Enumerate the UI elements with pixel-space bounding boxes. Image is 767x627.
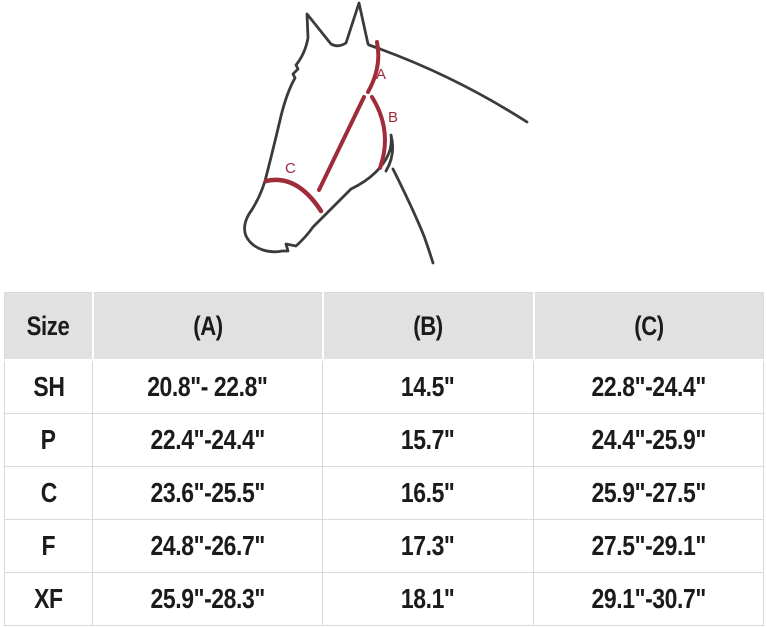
column-header-c: (C) — [533, 292, 764, 361]
measurement-cell-a: 24.8"-26.7" — [92, 519, 323, 573]
halter-strap-b — [370, 95, 387, 170]
size-chart-container: Size (A) (B) (C) SH 20.8"- 22.8" 14.5" 2… — [4, 292, 764, 626]
measurement-cell-a: 22.4"-24.4" — [92, 413, 323, 467]
halter-cheek-strap — [317, 95, 366, 192]
table-row-c: C 23.6"-25.5" 16.5" 25.9"-27.5" — [4, 466, 764, 520]
column-header-a: (A) — [92, 292, 324, 361]
size-label: F — [4, 519, 93, 573]
measurement-cell-b: 14.5" — [322, 360, 534, 414]
measurement-cell-b: 16.5" — [322, 466, 534, 520]
horse-head-outline — [243, 1, 395, 254]
size-label: P — [4, 413, 93, 467]
measurement-label-b: B — [388, 109, 398, 126]
horse-diagram: A B C — [0, 0, 767, 292]
table-row-sh: SH 20.8"- 22.8" 14.5" 22.8"-24.4" — [4, 360, 764, 414]
table-row-p: P 22.4"-24.4" 15.7" 24.4"-25.9" — [4, 413, 764, 467]
size-label: XF — [4, 572, 93, 626]
measurement-cell-b: 17.3" — [322, 519, 534, 573]
size-label: C — [4, 466, 93, 520]
size-chart-table: Size (A) (B) (C) SH 20.8"- 22.8" 14.5" 2… — [4, 292, 764, 626]
column-header-size: Size — [4, 292, 94, 361]
column-header-b: (B) — [322, 292, 535, 361]
measurement-cell-a: 25.9"-28.3" — [92, 572, 323, 626]
halter-strap-a — [366, 40, 381, 94]
size-label: SH — [4, 360, 93, 414]
horse-neck-top-outline — [367, 43, 529, 124]
measurement-cell-a: 23.6"-25.5" — [92, 466, 323, 520]
measurement-cell-c: 25.9"-27.5" — [533, 466, 764, 520]
header-row: Size (A) (B) (C) — [4, 292, 764, 361]
table-row-xf: XF 25.9"-28.3" 18.1" 29.1"-30.7" — [4, 572, 764, 626]
horse-neck-bottom-outline — [391, 167, 435, 265]
measurement-cell-c: 22.8"-24.4" — [533, 360, 764, 414]
horse-halter-illustration: A B C — [243, 1, 529, 265]
halter-noseband-c — [263, 177, 324, 214]
measurement-cell-a: 20.8"- 22.8" — [92, 360, 323, 414]
measurement-cell-c: 24.4"-25.9" — [533, 413, 764, 467]
table-row-f: F 24.8"-26.7" 17.3" 27.5"-29.1" — [4, 519, 764, 573]
measurement-cell-c: 29.1"-30.7" — [533, 572, 764, 626]
measurement-label-c: C — [285, 160, 296, 177]
measurement-cell-c: 27.5"-29.1" — [533, 519, 764, 573]
measurement-cell-b: 15.7" — [322, 413, 534, 467]
measurement-label-a: A — [376, 66, 386, 83]
measurement-cell-b: 18.1" — [322, 572, 534, 626]
